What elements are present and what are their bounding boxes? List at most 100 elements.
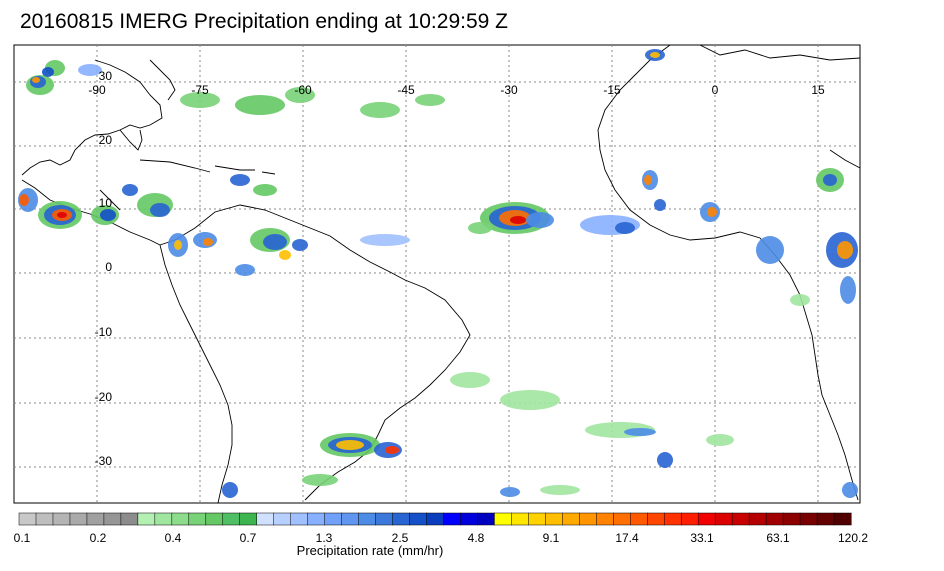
precip-cell xyxy=(336,440,364,450)
precip-cell xyxy=(823,174,837,186)
precip-cell xyxy=(842,482,858,498)
lat-label: 30 xyxy=(99,69,113,83)
colorbar-swatch xyxy=(290,512,309,526)
lat-label: -30 xyxy=(95,454,113,468)
colorbar-swatch xyxy=(86,512,105,526)
lat-label: 10 xyxy=(99,196,113,210)
colorbar-swatch xyxy=(171,512,190,526)
colorbar-swatch xyxy=(358,512,377,526)
map-title: 20160815 IMERG Precipitation ending at 1… xyxy=(20,10,508,33)
colorbar-swatch xyxy=(392,512,411,526)
colorbar-swatch xyxy=(748,512,767,526)
lat-label: -10 xyxy=(95,325,113,339)
colorbar-swatch xyxy=(188,512,207,526)
longitude-labels: -90 -75 -60 -45 -30 -15 0 15 xyxy=(88,83,825,97)
precip-cell xyxy=(756,236,784,264)
colorbar-swatch xyxy=(680,512,699,526)
lat-label: -20 xyxy=(95,390,113,404)
precip-cell xyxy=(78,64,102,76)
map-frame xyxy=(13,44,861,504)
colorbar-swatch xyxy=(375,512,394,526)
colorbar-swatch xyxy=(443,512,462,526)
colorbar-tick-label: 120.2 xyxy=(837,531,869,545)
precip-cell xyxy=(654,199,666,211)
colorbar-swatch xyxy=(222,512,241,526)
precip-cell xyxy=(706,434,734,446)
lon-label: -90 xyxy=(88,83,106,97)
precip-cell xyxy=(292,239,308,251)
precip-cell xyxy=(385,446,399,454)
precip-cell xyxy=(837,241,853,259)
precip-cell xyxy=(203,238,213,246)
latitude-labels: 30 20 10 0 -10 -20 -30 xyxy=(95,69,113,468)
lon-label: -45 xyxy=(397,83,415,97)
colorbar-swatch xyxy=(69,512,88,526)
precip-cell xyxy=(615,222,635,234)
colorbar-swatch xyxy=(35,512,54,526)
colorbar-swatch xyxy=(256,512,275,526)
precip-cell xyxy=(650,52,660,58)
colorbar-tick-label: 0.2 xyxy=(89,531,107,545)
precip-cell xyxy=(840,276,856,304)
precip-cell xyxy=(707,207,717,217)
colorbar-swatch xyxy=(409,512,428,526)
colorbar-swatch xyxy=(579,512,597,526)
colorbar-tick-label: 9.1 xyxy=(542,531,560,545)
colorbar-swatch xyxy=(341,512,360,526)
colorbar-swatch xyxy=(663,512,682,526)
lat-label: 0 xyxy=(105,260,112,274)
colorbar-swatch xyxy=(52,512,71,526)
colorbar-swatch xyxy=(596,512,614,526)
colorbar-swatch xyxy=(511,512,529,526)
precip-cell xyxy=(510,216,526,224)
precip-cell xyxy=(468,222,492,234)
precip-cell xyxy=(222,482,238,498)
lon-label: -75 xyxy=(191,83,209,97)
colorbar-title: Precipitation rate (mm/hr) xyxy=(296,543,444,558)
lon-label: 15 xyxy=(811,83,825,97)
precip-cell xyxy=(302,474,338,486)
colorbar-tick-label: 63.1 xyxy=(766,531,790,545)
precip-cell xyxy=(180,92,220,108)
colorbar-swatch xyxy=(562,512,580,526)
precip-cell xyxy=(253,184,277,196)
colorbar-tick-label: 33.1 xyxy=(690,531,714,545)
colorbar-swatch xyxy=(545,512,563,526)
precip-cell xyxy=(500,390,560,410)
colorbar-swatch xyxy=(782,512,801,526)
lon-label: -30 xyxy=(500,83,518,97)
precip-cell xyxy=(285,87,315,103)
precip-cell xyxy=(19,194,29,206)
precip-cell xyxy=(100,209,116,221)
lon-label: -15 xyxy=(603,83,621,97)
colorbar-swatch xyxy=(494,512,512,526)
colorbar-swatch xyxy=(833,512,852,526)
precip-cell xyxy=(263,234,287,250)
colorbar-swatch xyxy=(714,512,733,526)
colorbar-swatch xyxy=(765,512,784,526)
precip-cell xyxy=(360,102,400,118)
precip-cell xyxy=(42,67,54,77)
coastlines xyxy=(21,44,861,504)
colorbar-swatch xyxy=(816,512,835,526)
precip-cell xyxy=(122,184,138,196)
lon-label: 0 xyxy=(712,83,719,97)
colorbar-swatch xyxy=(613,512,631,526)
precip-cell xyxy=(540,485,580,495)
precip-cell xyxy=(230,174,250,186)
precip-cell xyxy=(526,212,554,228)
colorbar-swatch xyxy=(630,512,648,526)
colorbar-tick-label: 0.7 xyxy=(239,531,257,545)
colorbar-swatch xyxy=(137,512,156,526)
precip-cell xyxy=(235,95,285,115)
precip-cell xyxy=(500,487,520,497)
precipitation-field xyxy=(18,49,858,498)
colorbar-tick-label: 2.5 xyxy=(391,531,409,545)
colorbar-swatch xyxy=(120,512,139,526)
precip-cell xyxy=(57,212,67,218)
precip-cell xyxy=(150,203,170,217)
colorbar-swatch xyxy=(731,512,750,526)
precip-cell xyxy=(279,250,291,260)
colorbar-swatch xyxy=(103,512,122,526)
